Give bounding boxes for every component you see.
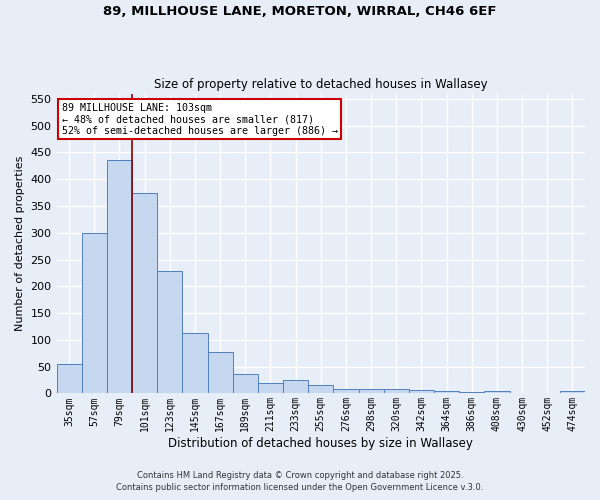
Bar [409,390,434,394]
Bar [233,374,258,394]
Text: 89, MILLHOUSE LANE, MORETON, WIRRAL, CH46 6EF: 89, MILLHOUSE LANE, MORETON, WIRRAL, CH4… [103,5,497,18]
Bar [359,388,383,394]
Bar [157,272,182,394]
Bar [82,233,107,394]
Bar [283,380,308,394]
Bar [182,333,208,394]
Text: 89 MILLHOUSE LANE: 103sqm
← 48% of detached houses are smaller (817)
52% of semi: 89 MILLHOUSE LANE: 103sqm ← 48% of detac… [62,102,338,136]
Text: Contains HM Land Registry data © Crown copyright and database right 2025.
Contai: Contains HM Land Registry data © Crown c… [116,471,484,492]
Bar [509,393,535,394]
Bar [334,389,359,394]
Bar [459,392,484,394]
Bar [208,352,233,394]
Title: Size of property relative to detached houses in Wallasey: Size of property relative to detached ho… [154,78,488,91]
Bar [107,160,132,394]
Y-axis label: Number of detached properties: Number of detached properties [15,156,25,331]
X-axis label: Distribution of detached houses by size in Wallasey: Distribution of detached houses by size … [169,437,473,450]
Bar [434,392,459,394]
Bar [383,389,409,394]
Bar [484,390,509,394]
Bar [308,386,334,394]
Bar [132,192,157,394]
Bar [535,393,560,394]
Bar [560,392,585,394]
Bar [258,382,283,394]
Bar [56,364,82,394]
